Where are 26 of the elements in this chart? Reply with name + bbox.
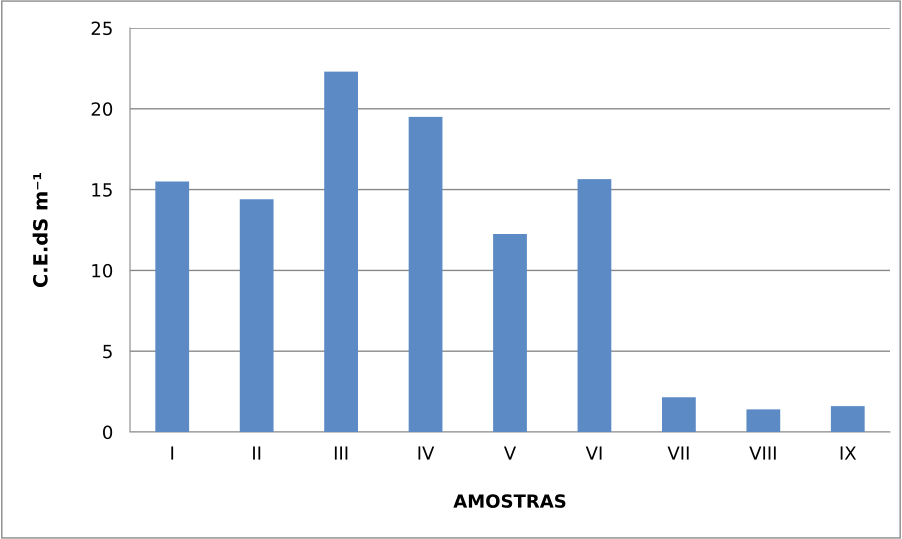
bar (240, 199, 274, 432)
x-tick-label: IV (418, 446, 434, 460)
bar (155, 182, 190, 432)
x-tick-label: VI (586, 446, 602, 460)
y-tick-label: 25 (92, 21, 112, 36)
bar (662, 397, 696, 432)
y-axis-title: C.E.dS m⁻¹ (32, 173, 48, 288)
x-axis-title: AMOSTRAS (453, 494, 566, 508)
bar (493, 234, 527, 432)
y-tick-label: 20 (92, 102, 112, 116)
bar (578, 179, 612, 432)
x-tick-label: I (171, 446, 174, 460)
x-tick-label: III (334, 446, 348, 460)
x-tick-label: VIII (749, 446, 776, 460)
y-tick-label: 10 (92, 264, 112, 278)
y-tick-label: 15 (92, 183, 112, 197)
bar (830, 406, 865, 432)
x-tick-label: VII (668, 446, 689, 460)
bar (324, 72, 358, 432)
y-tick-label: 5 (103, 344, 112, 358)
y-tick-label: 0 (103, 425, 112, 440)
x-tick-label: V (504, 446, 516, 460)
x-tick-label: II (253, 446, 260, 460)
bar (746, 409, 780, 432)
x-tick-label: IX (840, 446, 856, 460)
bar (408, 116, 442, 432)
